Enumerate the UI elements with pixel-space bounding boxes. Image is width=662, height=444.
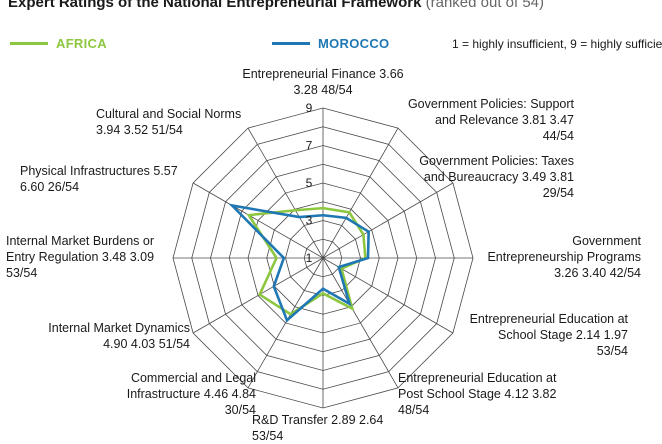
- data-point-africa: [321, 206, 325, 210]
- chart-title-main: Expert Ratings of the National Entrepren…: [8, 0, 422, 11]
- axis-label-line: 3.94 3.52 51/54: [96, 123, 183, 137]
- axis-label-line: 6.60 26/54: [20, 180, 80, 194]
- axis-label-line: R&D Transfer 2.89 2.64: [252, 413, 384, 427]
- data-point-morocco: [230, 204, 234, 207]
- axis-label-line: Entry Regulation 3.48 3.09: [6, 250, 155, 264]
- data-point-morocco: [321, 214, 325, 217]
- axis-label-line: Commercial and Legal: [130, 371, 256, 385]
- chart-title: Expert Ratings of the National Entrepren…: [8, 0, 544, 11]
- axis-label: Entrepreneurial Finance 3.66 3.28 48/54: [238, 66, 408, 98]
- tick-label: 1: [306, 251, 313, 265]
- axis-label-line: and Relevance 3.81 3.47: [435, 113, 574, 127]
- data-point-morocco: [298, 215, 301, 219]
- grid-spoke: [247, 257, 324, 389]
- axis-label: Internal Market Burdens or Entry Regulati…: [6, 233, 206, 281]
- data-point-africa: [289, 312, 292, 316]
- axis-label: Government Policies: Taxes and Bureaucrac…: [404, 153, 574, 201]
- tick-label: 5: [306, 176, 313, 190]
- legend-item-africa: AFRICA: [10, 36, 107, 51]
- grid-spoke: [192, 182, 324, 259]
- axis-label-line: 53/54: [6, 266, 38, 280]
- legend-label-morocco: MOROCCO: [318, 36, 390, 51]
- axis-label: R&D Transfer 2.89 2.64 53/54: [252, 412, 452, 444]
- axis-label-line: 3.28 48/54: [293, 83, 353, 97]
- axis-label-line: 3.26 3.40 42/54: [554, 266, 641, 280]
- axis-label-line: 4.90 4.03 51/54: [103, 337, 190, 351]
- axis-label-line: 30/54: [224, 403, 256, 417]
- axis-label-line: Government Policies: Support: [407, 97, 574, 111]
- axis-label-line: 48/54: [398, 403, 430, 417]
- axis-label-line: Entrepreneurship Programs: [487, 250, 641, 264]
- data-point-africa: [247, 213, 250, 217]
- grid-spoke: [247, 127, 324, 259]
- data-point-africa: [321, 292, 325, 295]
- chart-subtitle: (ranked out of 54): [425, 0, 545, 11]
- axis-label-line: and Bureaucracy 3.49 3.81: [423, 170, 574, 184]
- scale-note: 1 = highly insufficient, 9 = highly suff…: [452, 37, 662, 51]
- axis-label: Commercial and Legal Infrastructure 4.46 …: [106, 370, 256, 418]
- axis-label: Entrepreneurial Education at School Stage…: [408, 311, 628, 359]
- axis-label: Entrepreneurial Education at Post School …: [398, 370, 613, 418]
- axis-label-line: Entrepreneurial Finance 3.66: [242, 67, 404, 81]
- axis-label: Government Entrepreneurship Programs 3.26 …: [436, 233, 641, 281]
- axis-label: Internal Market Dynamics 4.90 4.03 51/54: [8, 320, 190, 352]
- axis-label: Physical Infrastructures 5.57 6.60 26/54: [20, 163, 210, 195]
- grid-spoke: [322, 257, 399, 389]
- tick-label: 3: [306, 214, 313, 228]
- axis-label-line: Government Policies: Taxes: [419, 154, 574, 168]
- axis-label: Cultural and Social Norms 3.94 3.52 51/54: [96, 106, 256, 138]
- axis-label-line: Physical Infrastructures 5.57: [20, 164, 178, 178]
- axis-label-line: Internal Market Burdens or: [6, 234, 154, 248]
- axis-label-line: Government: [572, 234, 641, 248]
- grid-spoke: [322, 127, 399, 259]
- axis-label-line: Infrastructure 4.46 4.84: [126, 387, 256, 401]
- axis-label-line: Cultural and Social Norms: [96, 107, 242, 121]
- data-point-africa: [348, 211, 351, 214]
- tick-label: 9: [306, 101, 313, 115]
- data-point-africa: [294, 209, 297, 212]
- axis-label-line: 53/54: [252, 429, 284, 443]
- data-point-morocco: [285, 319, 289, 322]
- axis-label-line: Internal Market Dynamics: [48, 321, 190, 335]
- data-point-morocco: [337, 265, 340, 269]
- grid-spoke: [322, 182, 454, 259]
- data-point-africa: [351, 307, 354, 310]
- data-point-morocco: [321, 287, 325, 290]
- grid-spoke: [322, 257, 454, 334]
- data-point-morocco: [272, 285, 275, 288]
- axis-label-line: School Stage 2.14 1.97: [498, 328, 628, 342]
- data-point-morocco: [366, 256, 370, 260]
- data-point-morocco: [344, 216, 348, 220]
- data-point-morocco: [367, 230, 370, 233]
- axis-label-line: 53/54: [596, 344, 628, 358]
- data-point-morocco: [348, 302, 351, 305]
- axis-label-line: Post School Stage 4.12 3.82: [398, 387, 557, 401]
- axis-label-line: 44/54: [542, 129, 574, 143]
- axis-label: Government Policies: Support and Relevanc…: [404, 96, 574, 144]
- axis-label-line: 29/54: [542, 186, 574, 200]
- legend-swatch-morocco: [272, 42, 310, 45]
- axis-label-line: Entrepreneurial Education at: [398, 371, 557, 385]
- legend-item-morocco: MOROCCO: [272, 36, 389, 51]
- tick-label: 7: [306, 139, 313, 153]
- legend-label-africa: AFRICA: [56, 36, 107, 51]
- legend-swatch-africa: [10, 42, 48, 45]
- axis-label-line: Entrepreneurial Education at: [469, 312, 628, 326]
- data-point-africa: [275, 256, 278, 260]
- data-point-morocco: [282, 256, 286, 260]
- grid-spoke: [192, 257, 324, 334]
- data-point-africa: [340, 267, 343, 270]
- data-point-africa: [362, 233, 365, 236]
- data-point-africa: [258, 293, 261, 296]
